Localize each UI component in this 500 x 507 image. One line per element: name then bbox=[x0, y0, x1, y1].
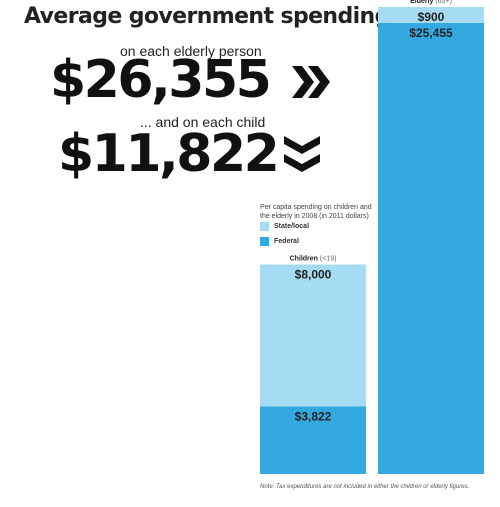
data-label-federal-1: $25,455 bbox=[409, 26, 453, 40]
child-label: ... and on each child bbox=[140, 114, 266, 130]
category-label-0: Children (<19) bbox=[290, 256, 337, 263]
legend-swatch-federal bbox=[260, 237, 269, 246]
elderly-label: on each elderly person bbox=[120, 43, 262, 59]
data-label-state-local-0: $8,000 bbox=[295, 268, 332, 282]
legend-label-state-local: State/local bbox=[274, 223, 310, 230]
bar-state-local-1 bbox=[378, 7, 484, 23]
bar-federal-1 bbox=[378, 22, 484, 475]
double-chevron-right-icon bbox=[292, 66, 330, 98]
double-chevron-down-icon bbox=[284, 136, 320, 172]
chart-caption: Per capita spending on children and the … bbox=[260, 204, 372, 220]
legend-label-federal: Federal bbox=[274, 238, 299, 245]
data-label-federal-0: $3,822 bbox=[295, 409, 332, 423]
bar-state-local-0 bbox=[260, 264, 366, 407]
elderly-amount: $26,355 bbox=[50, 50, 272, 110]
page-title: Average government spending bbox=[24, 4, 390, 29]
child-amount: $11,822 bbox=[58, 124, 280, 184]
data-label-state-local-1: $900 bbox=[418, 10, 445, 24]
legend-swatch-state-local bbox=[260, 222, 269, 231]
chart-note: Note: Tax expenditures are not included … bbox=[260, 484, 470, 490]
bar-federal-0 bbox=[260, 406, 366, 474]
legend-item-federal: Federal bbox=[260, 237, 299, 246]
category-label-1: Elderly (65+) bbox=[410, 0, 452, 5]
legend-item-state-local: State/local bbox=[260, 222, 309, 231]
